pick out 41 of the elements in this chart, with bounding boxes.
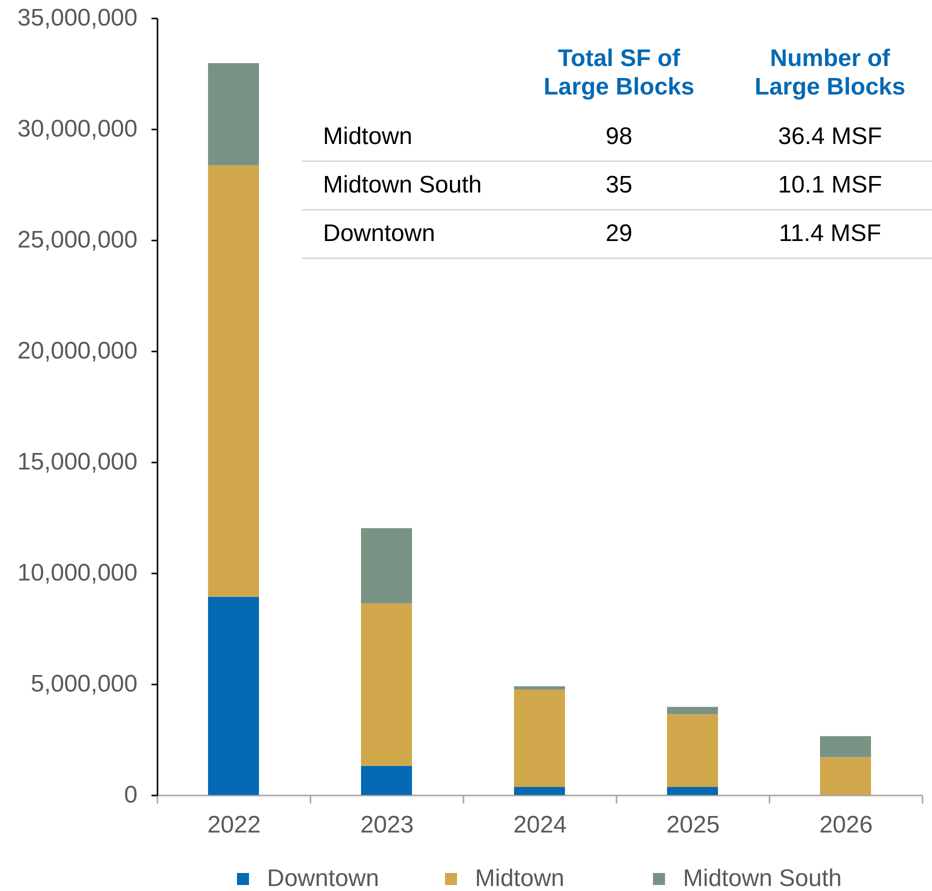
annotation: Total SF of Large Blocks xyxy=(544,45,694,100)
annotation: 35 xyxy=(606,172,632,198)
annotation: 11.4 MSF xyxy=(778,220,882,247)
bar xyxy=(667,706,718,714)
y-tick-label: 35,000,000 xyxy=(17,4,138,32)
x-tick-label: 2025 xyxy=(666,812,720,838)
y-tick-label: 20,000,000 xyxy=(17,338,138,364)
bar xyxy=(361,528,412,604)
x-tick-label: 2022 xyxy=(207,812,261,838)
bar xyxy=(667,787,718,795)
bar xyxy=(208,596,259,795)
x-tick-label: 2024 xyxy=(513,812,567,838)
bar xyxy=(820,736,871,758)
y-tick-label: 15,000,000 xyxy=(17,448,138,476)
bar xyxy=(820,757,871,795)
y-tick-label: 30,000,000 xyxy=(17,116,138,142)
annotation: Number of Large Blocks xyxy=(754,45,906,100)
annotation: Midtown South xyxy=(323,172,482,198)
bar xyxy=(361,603,412,766)
annotation: Downtown xyxy=(323,220,436,247)
y-tick-label: 10,000,000 xyxy=(17,560,138,586)
legend-label: Downtown xyxy=(267,865,380,891)
annotation: Midtown xyxy=(323,123,412,150)
bar xyxy=(208,165,259,597)
bar xyxy=(208,63,259,166)
annotation: 29 xyxy=(606,220,632,247)
y-tick-label: 0 xyxy=(124,782,138,808)
annotation: 98 xyxy=(606,123,632,150)
bar xyxy=(514,787,565,795)
annotation: 10.1 MSF xyxy=(778,172,882,198)
legend-label: Midtown xyxy=(475,865,564,891)
bar xyxy=(361,766,412,795)
annotation: 36.4 MSF xyxy=(778,123,882,150)
y-tick-label: 25,000,000 xyxy=(17,226,138,254)
bar xyxy=(514,686,565,690)
x-tick-label: 2023 xyxy=(360,812,414,838)
y-tick-label: 5,000,000 xyxy=(30,670,138,698)
bar xyxy=(667,714,718,788)
legend-label: Midtown South xyxy=(683,865,842,891)
bar xyxy=(514,690,565,788)
x-tick-label: 2026 xyxy=(819,812,873,838)
